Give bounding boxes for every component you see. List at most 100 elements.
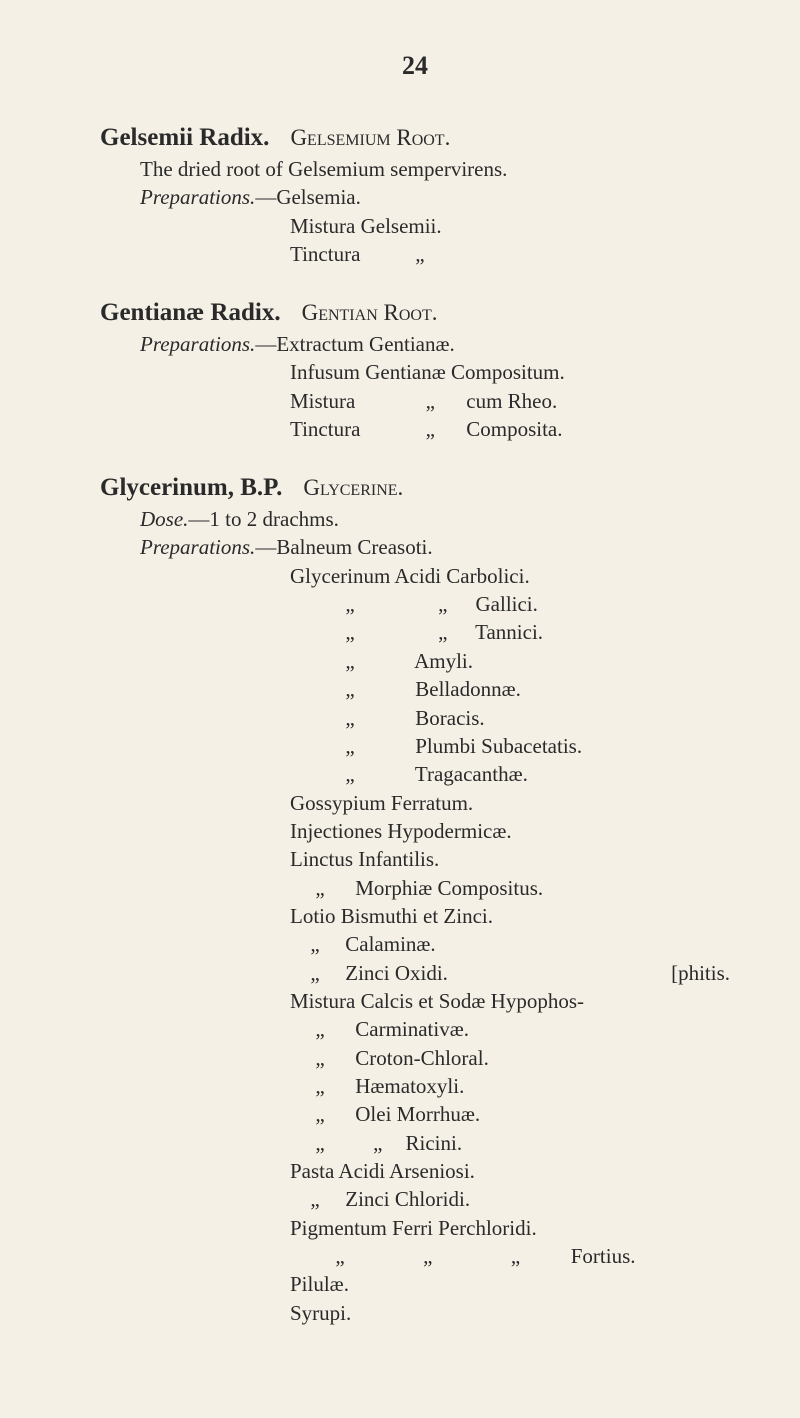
entry-glycerinum: Glycerinum, B.P. Glycerine. Dose.—1 to 2… xyxy=(100,471,730,1327)
entry-heading: Gentian Root. xyxy=(302,300,438,325)
list-item: „ Zinci Chloridi. xyxy=(290,1185,730,1213)
list-item: „ Plumbi Subacetatis. xyxy=(290,732,730,760)
prep-text: Belladonnæ. xyxy=(415,677,521,701)
list-item: „ Croton-Chloral. xyxy=(290,1044,730,1072)
prep-text: —Balneum Creasoti. xyxy=(255,535,432,559)
ditto-mark: „ xyxy=(290,1015,350,1043)
ditto-mark: „ xyxy=(290,732,410,760)
list-item: „ Hæmatoxyli. xyxy=(290,1072,730,1100)
list-item: Pasta Acidi Arseniosi. xyxy=(290,1157,730,1185)
list-item: Glycerinum Acidi Carbolici. xyxy=(290,562,730,590)
list-item: „ Zinci Oxidi. [phitis. xyxy=(290,959,730,987)
ditto-mark: „ xyxy=(290,590,410,618)
prep-text: Tragacanthæ. xyxy=(415,762,528,786)
ditto-mark: „ xyxy=(290,1044,350,1072)
list-item: „ „ Tannici. xyxy=(290,618,730,646)
dose-row: Dose.—1 to 2 drachms. xyxy=(140,505,730,533)
list-item: „ Boracis. xyxy=(290,704,730,732)
prep-text: Boracis. xyxy=(415,706,484,730)
list-item: „ Morphiæ Compositus. xyxy=(290,874,730,902)
prep-row: Tinctura „ Composita. xyxy=(290,415,730,443)
list-item: „ Calaminæ. xyxy=(290,930,730,958)
prep-label: Preparations. xyxy=(140,535,255,559)
prep-text: Fortius. xyxy=(571,1244,636,1268)
prep-text: —Gelsemia. xyxy=(255,185,361,209)
list-item: „ Olei Morrhuæ. xyxy=(290,1100,730,1128)
ditto-mark: „ xyxy=(290,1129,350,1157)
prep-text: —Extractum Gentianæ. xyxy=(255,332,454,356)
ditto-mark: „ xyxy=(290,1100,350,1128)
page-number: 24 xyxy=(100,48,730,83)
ditto-mark: „ xyxy=(415,387,445,415)
entry-line: Glycerinum, B.P. Glycerine. xyxy=(100,471,730,505)
ditto-mark: „ xyxy=(290,647,410,675)
prep-row: Mistura Gelsemii. xyxy=(290,212,730,240)
ditto-mark: „ xyxy=(290,760,410,788)
prep-text: Zinci Chloridi. xyxy=(345,1187,470,1211)
list-item: Mistura Calcis et Sodæ Hypophos- xyxy=(290,987,730,1015)
list-item: Lotio Bismuthi et Zinci. xyxy=(290,902,730,930)
prep-text: Zinci Oxidi. xyxy=(345,961,448,985)
prep-text: Gallici. xyxy=(476,592,538,616)
ditto-mark: „ xyxy=(355,1129,400,1157)
ditto-mark: „ xyxy=(290,675,410,703)
ditto-mark: „ xyxy=(290,874,350,902)
prep-text: Mistura xyxy=(290,387,410,415)
ditto-mark: „ xyxy=(395,1242,460,1270)
prep-text: Tannici. xyxy=(475,620,543,644)
entry-heading: Gelsemium Root. xyxy=(290,125,450,150)
prep-row: Mistura „ cum Rheo. xyxy=(290,387,730,415)
prep-text: Olei Morrhuæ. xyxy=(355,1102,480,1126)
entry-title: Gentianæ Radix. xyxy=(100,299,281,326)
ditto-mark: „ xyxy=(415,415,445,443)
list-item: Linctus Infantilis. xyxy=(290,845,730,873)
ditto-mark: „ xyxy=(290,1185,340,1213)
prep-row: Preparations.—Gelsemia. xyxy=(140,183,730,211)
list-item: „ „ „ Fortius. xyxy=(290,1242,730,1270)
ditto-mark: „ xyxy=(290,930,340,958)
list-item: „ Carminativæ. xyxy=(290,1015,730,1043)
prep-text: Amyli. xyxy=(414,649,473,673)
ditto-mark: „ xyxy=(466,1242,566,1270)
prep-text: Calaminæ. xyxy=(345,932,435,956)
prep-text: Composita. xyxy=(466,417,562,441)
ditto-mark: „ xyxy=(290,1242,390,1270)
prep-text: Ricini. xyxy=(406,1131,463,1155)
prep-text: Tinctura xyxy=(290,415,410,443)
prep-text: Tinctura xyxy=(290,240,410,268)
entry-line: Gentianæ Radix. Gentian Root. xyxy=(100,296,730,330)
prep-text: Plumbi Subacetatis. xyxy=(415,734,582,758)
list-item: „ Tragacanthæ. xyxy=(290,760,730,788)
entry-heading: Glycerine. xyxy=(303,475,403,500)
prep-label: Preparations. xyxy=(140,185,255,209)
ditto-mark: „ xyxy=(415,242,424,266)
list-item: Pigmentum Ferri Perchloridi. xyxy=(290,1214,730,1242)
prep-text: Hæmatoxyli. xyxy=(355,1074,464,1098)
prep-row: Preparations.—Extractum Gentianæ. xyxy=(140,330,730,358)
ditto-mark: „ xyxy=(415,590,470,618)
prep-text: Croton-Chloral. xyxy=(355,1046,489,1070)
entry-title: Gelsemii Radix. xyxy=(100,124,269,151)
ditto-mark: „ xyxy=(290,1072,350,1100)
ditto-mark: „ xyxy=(290,704,410,732)
prep-row: Preparations.—Balneum Creasoti. xyxy=(140,533,730,561)
entry-desc: The dried root of Gelsemium sempervirens… xyxy=(140,155,730,183)
ditto-mark: „ xyxy=(290,618,410,646)
dose-label: Dose. xyxy=(140,507,188,531)
prep-label: Preparations. xyxy=(140,332,255,356)
list-item: Pilulæ. xyxy=(290,1270,730,1298)
ditto-mark: „ xyxy=(290,959,340,987)
entry-line: Gelsemii Radix. Gelsemium Root. xyxy=(100,121,730,155)
prep-row: Tinctura „ xyxy=(290,240,730,268)
list-item: „ „ Gallici. xyxy=(290,590,730,618)
list-item: „ Amyli. xyxy=(290,647,730,675)
prep-text: Carminativæ. xyxy=(355,1017,469,1041)
margin-note: [phitis. xyxy=(671,959,730,987)
entry-gelsemii: Gelsemii Radix. Gelsemium Root. The drie… xyxy=(100,121,730,268)
preparation-list: Glycerinum Acidi Carbolici. „ „ Gallici.… xyxy=(290,562,730,1327)
list-item: „ Belladonnæ. xyxy=(290,675,730,703)
page: 24 Gelsemii Radix. Gelsemium Root. The d… xyxy=(0,0,800,1403)
entry-gentianae: Gentianæ Radix. Gentian Root. Preparatio… xyxy=(100,296,730,443)
dose-text: —1 to 2 drachms. xyxy=(188,507,338,531)
list-item: Gossypium Ferratum. xyxy=(290,789,730,817)
